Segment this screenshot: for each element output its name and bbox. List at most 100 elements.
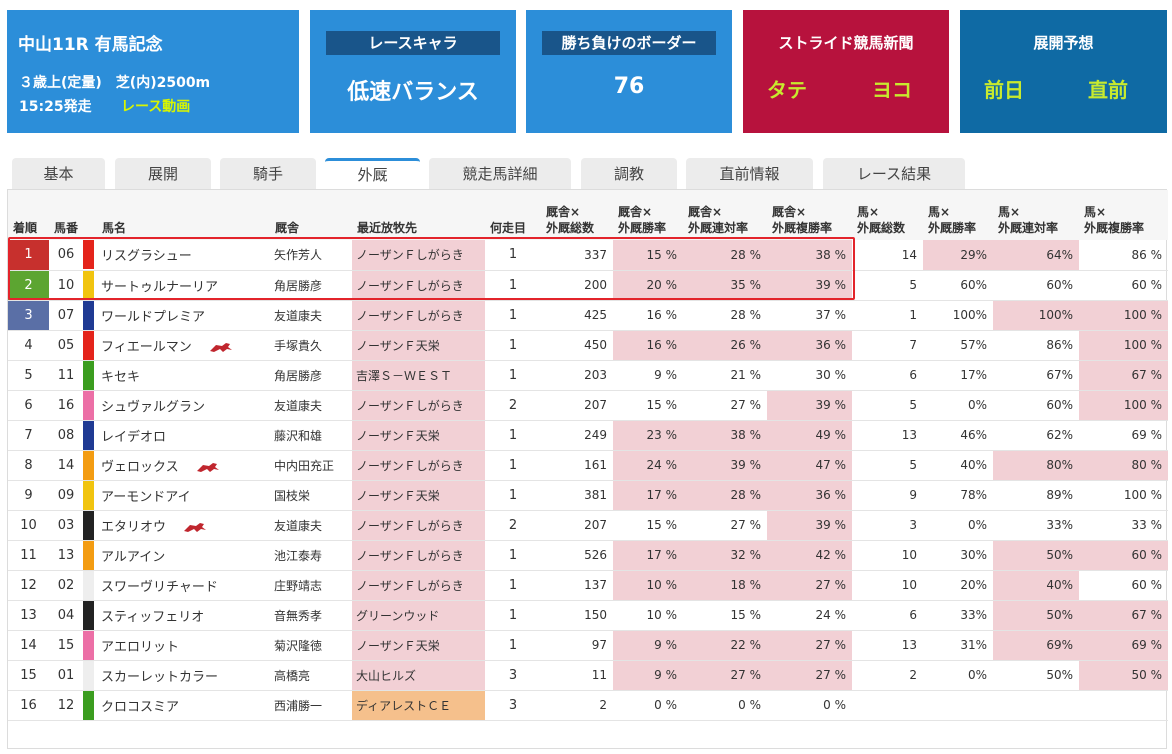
farm-cell: 大山ヒルズ — [352, 660, 485, 691]
header-number[interactable]: 馬番 — [49, 190, 83, 240]
header-horse-name[interactable]: 馬名 — [97, 190, 270, 240]
header-stable-fuku[interactable]: 厩舎× 外厩複勝率 — [767, 190, 852, 240]
header-stable-win[interactable]: 厩舎× 外厩勝率 — [613, 190, 683, 240]
table-row[interactable]: 9 09 アーモンドアイ 国枝栄 ノーザンＦ天栄 1 381 17 % 28 % 36 % 9 78%… — [8, 480, 1168, 511]
horse-win-cell: 78% — [923, 480, 993, 511]
horse-total-cell: 5 — [852, 390, 923, 421]
stable-total-cell: 97 — [541, 630, 613, 661]
frame-color-cell — [83, 270, 97, 301]
header-horse-rentai[interactable]: 馬× 外厩連対率 — [993, 190, 1079, 240]
stride-tate-link[interactable]: タテ — [767, 78, 807, 102]
horse-name[interactable]: キセキ — [101, 369, 141, 385]
frame-color-swatch — [83, 540, 94, 569]
horse-name-cell[interactable]: アエロリット — [97, 630, 270, 661]
stable-rentai-cell: 32 % — [683, 540, 767, 571]
stable-rentai-cell: 26 % — [683, 330, 767, 361]
tab-development[interactable]: 展開 — [115, 158, 211, 190]
race-video-link[interactable]: レース動画 — [121, 99, 191, 115]
horse-name-cell[interactable]: リスグラシュー — [97, 240, 270, 271]
horse-name-cell[interactable]: フィエールマン — [97, 330, 270, 361]
run-count-cell: 1 — [485, 300, 541, 331]
horse-name-cell[interactable]: シュヴァルグラン — [97, 390, 270, 421]
horse-name[interactable]: ヴェロックス — [101, 459, 179, 475]
forecast-just-before-link[interactable]: 直前 — [1088, 78, 1128, 102]
tab-training[interactable]: 調教 — [581, 158, 677, 190]
frame-color-cell — [83, 660, 97, 691]
table-row[interactable]: 7 08 レイデオロ 藤沢和雄 ノーザンＦ天栄 1 249 23 % 38 % 49 % 13 46%… — [8, 420, 1168, 451]
forecast-previous-day-link[interactable]: 前日 — [984, 78, 1024, 102]
table-row[interactable]: 4 05 フィエールマン 手塚貴久 ノーザンＦ天栄 1 450 16 % 26 % 36 % 7 57… — [8, 330, 1168, 361]
horse-name[interactable]: エタリオウ — [101, 519, 167, 535]
frame-color-cell — [83, 300, 97, 331]
tab-race-result[interactable]: レース結果 — [823, 158, 965, 190]
horse-name[interactable]: リスグラシュー — [101, 249, 192, 265]
stable-win-cell: 17 % — [613, 480, 683, 511]
horse-name-cell[interactable]: ヴェロックス — [97, 450, 270, 481]
horse-name-cell[interactable]: アルアイン — [97, 540, 270, 571]
horse-name[interactable]: スティッフェリオ — [101, 609, 205, 625]
horse-name[interactable]: シュヴァルグラン — [101, 399, 206, 415]
tab-horse-details[interactable]: 競走馬詳細 — [429, 158, 571, 190]
table-row[interactable]: 3 07 ワールドプレミア 友道康夫 ノーザンＦしがらき 1 425 16 % 28 % 37 %… — [8, 300, 1168, 331]
header-horse-win[interactable]: 馬× 外厩勝率 — [923, 190, 993, 240]
table-row[interactable]: 8 14 ヴェロックス 中内田充正 ノーザンＦしがらき 1 161 24 % 39 % 47 % 5… — [8, 450, 1168, 481]
horse-name[interactable]: ワールドプレミア — [101, 309, 206, 325]
horse-name-cell[interactable]: クロコスミア — [97, 690, 270, 721]
table-row[interactable]: 10 03 エタリオウ 友道康夫 ノーザンＦしがらき 2 207 15 % 27 % 39 % 3 0… — [8, 510, 1168, 541]
horse-name-cell[interactable]: キセキ — [97, 360, 270, 391]
table-row[interactable]: 14 15 アエロリット 菊沢隆徳 ノーザンＦ天栄 1 97 9 % 22 % 27 % 13 31%… — [8, 630, 1168, 661]
horse-name-cell[interactable]: スワーヴリチャード — [97, 570, 270, 601]
header-horse-fuku[interactable]: 馬× 外厩複勝率 — [1079, 190, 1168, 240]
horse-rentai-cell — [993, 690, 1079, 721]
header-run-count[interactable]: 何走目 — [485, 190, 541, 240]
horse-name[interactable]: レイデオロ — [101, 429, 167, 445]
horse-name[interactable]: フィエールマン — [101, 339, 192, 355]
tab-pre-race-info[interactable]: 直前情報 — [686, 158, 813, 190]
tab-basic[interactable]: 基本 — [12, 158, 105, 190]
horse-name-cell[interactable]: サートゥルナーリア — [97, 270, 270, 301]
header-horse-total[interactable]: 馬× 外厩総数 — [852, 190, 923, 240]
stable-fuku-cell: 42 % — [767, 540, 852, 571]
frame-color-swatch — [83, 570, 94, 599]
horse-name[interactable]: アーモンドアイ — [101, 489, 191, 505]
horse-icon — [184, 523, 207, 532]
horse-name-cell[interactable]: レイデオロ — [97, 420, 270, 451]
header-stable-total[interactable]: 厩舎× 外厩総数 — [541, 190, 613, 240]
tab-gaikyu[interactable]: 外厩 — [325, 158, 420, 190]
header-stable[interactable]: 厩舎 — [270, 190, 352, 240]
frame-color-swatch — [83, 450, 94, 479]
table-row[interactable]: 11 13 アルアイン 池江泰寿 ノーザンＦしがらき 1 526 17 % 32 % 42 % 10… — [8, 540, 1168, 571]
table-row[interactable]: 13 04 スティッフェリオ 音無秀孝 グリーンウッド 1 150 10 % 15 % 24 % 6… — [8, 600, 1168, 631]
horse-name[interactable]: アルアイン — [101, 549, 166, 565]
horse-name-cell[interactable]: スティッフェリオ — [97, 600, 270, 631]
horse-win-cell: 40% — [923, 450, 993, 481]
horse-name[interactable]: アエロリット — [101, 639, 180, 655]
horse-name[interactable]: スカーレットカラー — [101, 669, 219, 685]
header-stable-rentai[interactable]: 厩舎× 外厩連対率 — [683, 190, 767, 240]
border-label: 勝ち負けのボーダー — [542, 31, 716, 55]
run-count-cell: 1 — [485, 270, 541, 301]
table-row[interactable]: 12 02 スワーヴリチャード 庄野靖志 ノーザンＦしがらき 1 137 10 % 18 % 27… — [8, 570, 1168, 601]
stable-cell: 中内田充正 — [270, 450, 352, 481]
tab-jockey[interactable]: 騎手 — [220, 158, 316, 190]
horse-name[interactable]: クロコスミア — [101, 699, 180, 715]
header-farm[interactable]: 最近放牧先 — [352, 190, 485, 240]
table-row[interactable]: 5 11 キセキ 角居勝彦 吉澤Ｓ－ＷＥＳＴ 1 203 9 % 21 % 30 % 6 17% 67%… — [8, 360, 1168, 391]
horse-fuku-cell: 67 % — [1079, 360, 1168, 391]
horse-name[interactable]: スワーヴリチャード — [101, 579, 218, 595]
frame-color-cell — [83, 540, 97, 571]
table-row[interactable]: 15 01 スカーレットカラー 高橋亮 大山ヒルズ 3 11 9 % 27 % 27 % 2 0% 50… — [8, 660, 1168, 691]
horse-name-cell[interactable]: エタリオウ — [97, 510, 270, 541]
horse-name-cell[interactable]: ワールドプレミア — [97, 300, 270, 331]
horse-rentai-cell: 50% — [993, 540, 1079, 571]
horse-name[interactable]: サートゥルナーリア — [101, 279, 219, 295]
table-row[interactable]: 16 12 クロコスミア 西浦勝一 ディアレストＣＥ 3 2 0 % 0 % 0 % — [8, 690, 1168, 721]
stride-yoko-link[interactable]: ヨコ — [872, 78, 912, 102]
header-rank[interactable]: 着順 — [8, 190, 49, 240]
farm-cell: ノーザンＦしがらき — [352, 270, 485, 301]
horse-name-cell[interactable]: アーモンドアイ — [97, 480, 270, 511]
horse-name-cell[interactable]: スカーレットカラー — [97, 660, 270, 691]
table-row[interactable]: 2 10 サートゥルナーリア 角居勝彦 ノーザンＦしがらき 1 200 20 % 35 % 39 … — [8, 270, 1168, 301]
table-row[interactable]: 6 16 シュヴァルグラン 友道康夫 ノーザンＦしがらき 2 207 15 % 27 % 39 %… — [8, 390, 1168, 421]
table-row[interactable]: 1 06 リスグラシュー 矢作芳人 ノーザンＦしがらき 1 337 15 % 28 % 38 % 1… — [8, 240, 1168, 271]
